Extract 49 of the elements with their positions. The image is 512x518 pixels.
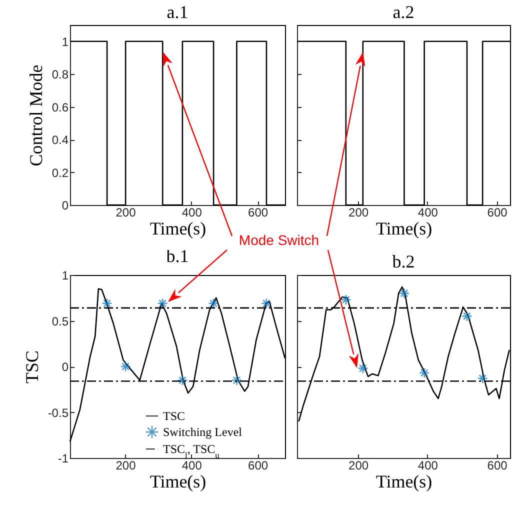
y-tick-label: 0 — [62, 360, 69, 374]
chart-title: b.2 — [392, 252, 415, 272]
y-tick-label: 0.5 — [52, 314, 69, 328]
y-axis-title: TSC — [22, 350, 42, 384]
point — [418, 368, 430, 378]
point — [208, 298, 219, 309]
x-tick-label: 600 — [487, 458, 508, 472]
y-tick-label: 1 — [62, 34, 69, 49]
x-tick-label: 400 — [182, 206, 202, 220]
chart-title: a.2 — [392, 2, 414, 22]
point — [398, 288, 410, 299]
legend-label: TSC$_{l}$, TSC$_{u}$ — [163, 442, 220, 460]
x-axis-title: Time(s) — [150, 472, 206, 492]
point — [340, 294, 352, 306]
legend-label: TSC — [163, 409, 186, 423]
x-tick-label: 400 — [418, 458, 438, 472]
y-tick-label: -0.5 — [48, 406, 69, 420]
point — [358, 362, 368, 374]
point — [261, 298, 272, 309]
x-tick-label: 600 — [248, 206, 268, 220]
x-axis-title: Time(s) — [376, 472, 432, 492]
y-tick-label: 0.8 — [52, 68, 69, 82]
point — [102, 298, 112, 309]
point — [177, 374, 188, 386]
point — [477, 373, 488, 384]
chart-title: a.1 — [166, 2, 188, 22]
y-tick-label: -1 — [58, 452, 69, 466]
point — [120, 361, 131, 372]
x-tick-label: 200 — [348, 206, 369, 220]
y-tick-label: 0.6 — [52, 100, 69, 114]
x-axis-title: Time(s) — [150, 218, 206, 238]
x-tick-label: 400 — [418, 206, 438, 220]
x-tick-label: 600 — [487, 206, 508, 220]
x-tick-label: 600 — [248, 458, 268, 472]
x-tick-label: 200 — [116, 458, 136, 472]
point — [462, 310, 472, 322]
point — [231, 374, 242, 386]
x-tick-label: 200 — [348, 458, 369, 472]
point — [157, 298, 168, 309]
y-axis-title: Control Mode — [26, 64, 46, 166]
y-tick-label: 1 — [62, 268, 69, 282]
y-tick-label: 0.4 — [52, 133, 69, 148]
x-tick-label: 200 — [116, 206, 136, 220]
x-axis-title: Time(s) — [376, 218, 432, 238]
text: Mode Switch — [238, 232, 320, 248]
x-tick-label: 400 — [182, 458, 202, 472]
y-tick-label: 0.2 — [52, 166, 69, 180]
y-tick-label: 0 — [62, 198, 69, 212]
legend-label: Switching Level — [163, 425, 243, 439]
